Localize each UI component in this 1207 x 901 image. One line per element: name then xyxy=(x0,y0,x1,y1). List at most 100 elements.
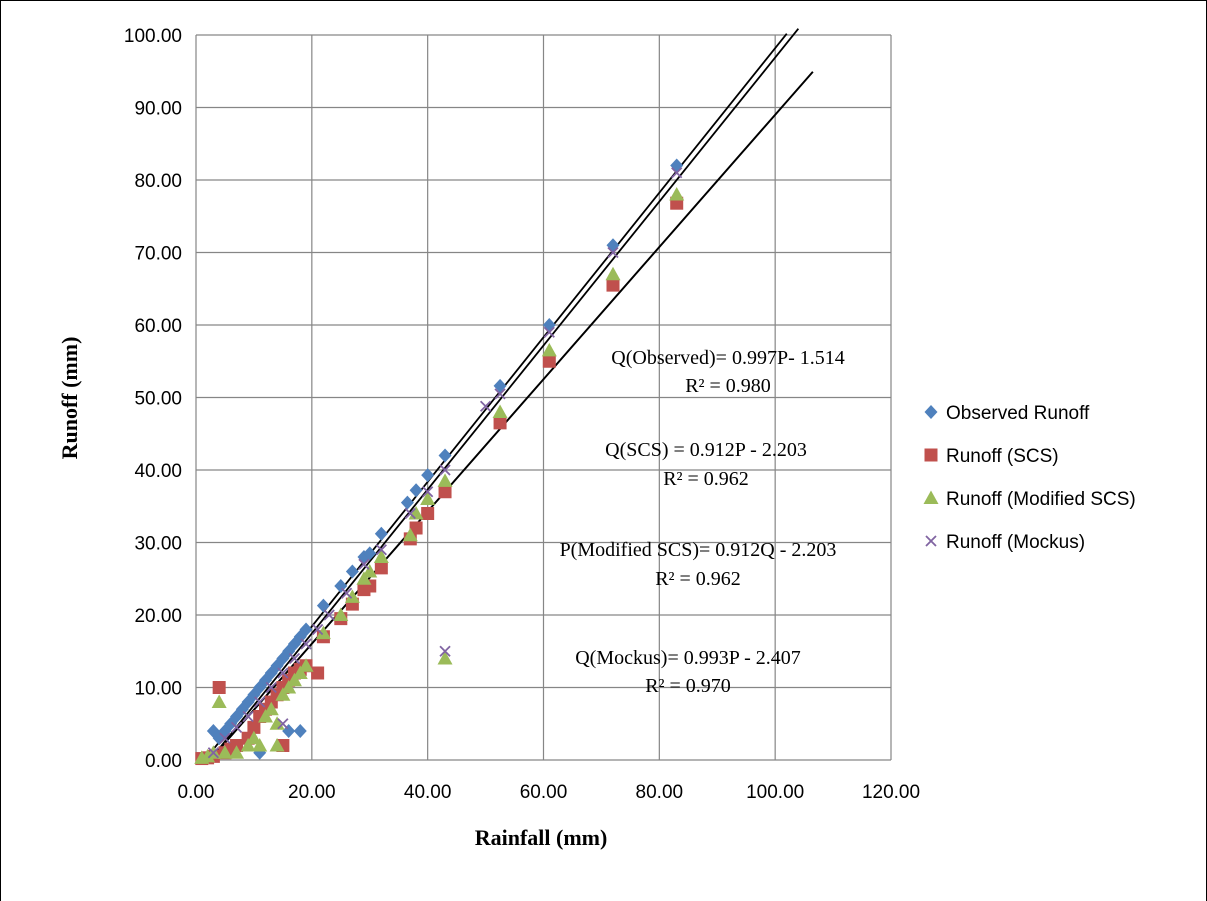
x-tick-label: 20.00 xyxy=(288,782,336,803)
tick-labels: 0.00 10.00 20.00 30.00 40.00 50.00 60.00 70.00 8… xyxy=(124,26,920,803)
runoff-scs-point xyxy=(438,485,452,499)
legend-label-runoff-modified-scs: Runoff (Modified SCS) xyxy=(946,489,1136,510)
runoff-modified-scs-point xyxy=(605,266,621,281)
runoff-scs-point xyxy=(247,720,261,734)
observed-runoff-point xyxy=(421,468,435,483)
runoff-mockus-point xyxy=(288,652,301,665)
y-tick-label: 30.00 xyxy=(134,534,182,555)
runoff-mockus-point xyxy=(242,710,254,723)
runoff-mockus-point xyxy=(323,609,335,621)
runoff-mockus-point xyxy=(277,667,289,679)
runoff-mockus-point xyxy=(404,507,416,520)
observed-runoff-point xyxy=(400,495,414,510)
mockus-equation-label: Q(Mockus)= 0.993P - 2.407 xyxy=(575,647,801,669)
x-tick-label: 80.00 xyxy=(636,782,684,803)
runoff-modified-scs-point xyxy=(229,745,245,759)
runoff-scs-point xyxy=(606,278,620,292)
observed-runoff-point xyxy=(374,526,388,541)
runoff-mockus-point xyxy=(671,167,683,179)
runoff-modified-scs-point xyxy=(258,709,273,723)
x-tick-label: 100.00 xyxy=(746,782,804,803)
mockus-r2-label: R² = 0.970 xyxy=(645,675,731,697)
runoff-modified-scs-point xyxy=(269,738,285,752)
y-tick-label: 70.00 xyxy=(134,244,182,265)
runoff-mockus-point xyxy=(311,623,324,636)
runoff-scs-point xyxy=(212,681,226,694)
legend-label-observed-runoff: Observed Runoff xyxy=(946,403,1090,424)
runoff-modified-scs-point xyxy=(344,589,360,603)
runoff-modified-scs-point xyxy=(281,680,297,694)
runoff-modified-scs-point xyxy=(240,738,256,752)
trendlines xyxy=(204,28,814,761)
y-tick-label: 100.00 xyxy=(124,26,182,47)
runoff-modified-scs-point xyxy=(669,187,685,201)
runoff-mockus-point xyxy=(439,645,451,657)
y-tick-label: 0.00 xyxy=(145,751,182,772)
runoff-mockus-point xyxy=(277,718,289,730)
runoff-scs-point xyxy=(409,521,423,535)
legend-marker-observed-runoff xyxy=(924,405,938,419)
observed-runoff-point xyxy=(670,158,684,173)
observed-runoff-point xyxy=(438,448,452,463)
data-points xyxy=(194,158,685,766)
runoff-modified-scs-point xyxy=(292,665,308,679)
runoff-modified-scs-point xyxy=(541,342,557,357)
x-tick-label: 60.00 xyxy=(520,782,568,803)
runoff-mockus-point xyxy=(219,732,231,744)
runoff-modified-scs-point xyxy=(420,491,436,505)
runoff-modified-scs-point xyxy=(275,687,291,701)
scs-equation-label: Q(SCS) = 0.912P - 2.203 xyxy=(605,439,807,461)
runoff-mockus-point xyxy=(300,638,312,650)
x-tick-label: 40.00 xyxy=(404,782,452,803)
gridlines xyxy=(195,34,892,761)
runoff-mockus-point xyxy=(375,544,387,556)
runoff-modified-scs-point xyxy=(437,651,453,665)
runoff-mockus-point xyxy=(230,721,243,734)
observed-runoff-point xyxy=(363,546,377,561)
observed-runoff-point xyxy=(316,598,330,613)
runoff-scs-point xyxy=(542,354,556,368)
observed-runoff-point xyxy=(293,724,307,738)
scs-r2-label: R² = 0.962 xyxy=(663,468,749,490)
runoff-mockus-point xyxy=(358,558,370,570)
runoff-scs-point xyxy=(493,416,507,430)
observed-runoff-point xyxy=(409,483,423,498)
modified-scs-equation-label: P(Modified SCS)= 0.912Q - 2.203 xyxy=(560,539,837,561)
y-tick-label: 60.00 xyxy=(134,316,182,337)
runoff-mockus-point xyxy=(422,486,434,498)
x-tick-label: 120.00 xyxy=(862,782,920,803)
trendline xyxy=(209,28,800,761)
runoff-modified-scs-point xyxy=(200,748,216,763)
observed-runoff-point xyxy=(542,318,556,332)
y-tick-label: 80.00 xyxy=(134,171,182,192)
y-tick-label: 90.00 xyxy=(134,99,182,120)
observed-runoff-point xyxy=(493,378,507,393)
runoff-modified-scs-point xyxy=(333,607,349,621)
runoff-modified-scs-point xyxy=(246,730,262,745)
runoff-modified-scs-point xyxy=(286,672,302,687)
trendline xyxy=(209,71,814,761)
y-tick-label: 50.00 xyxy=(134,389,182,410)
observed-runoff-point xyxy=(345,564,359,579)
runoff-mockus-point xyxy=(607,246,619,259)
runoff-modified-scs-point xyxy=(437,473,453,487)
runoff-modified-scs-point xyxy=(298,658,314,672)
runoff-mockus-point xyxy=(479,400,492,412)
y-axis-title: Runoff (mm) xyxy=(57,337,82,460)
legend-marker-runoff-scs xyxy=(924,448,938,462)
runoff-mockus-point xyxy=(494,388,506,400)
y-tick-label: 40.00 xyxy=(134,461,182,482)
runoff-mockus-point xyxy=(254,696,266,708)
modified-scs-r2-label: R² = 0.962 xyxy=(655,568,741,590)
runoff-mockus-point xyxy=(340,587,353,599)
legend-marker-runoff-mockus xyxy=(925,535,937,547)
runoff-modified-scs-point xyxy=(217,745,233,759)
runoff-modified-scs-point xyxy=(263,701,279,716)
y-tick-label: 10.00 xyxy=(134,679,182,700)
legend-label-runoff-scs: Runoff (SCS) xyxy=(946,446,1059,467)
legend-marker-runoff-modified-scs xyxy=(923,490,939,504)
observed-equation-label: Q(Observed)= 0.997P- 1.514 xyxy=(611,347,844,369)
runoff-mockus-point xyxy=(439,464,451,476)
runoff-mockus-point xyxy=(207,747,220,759)
